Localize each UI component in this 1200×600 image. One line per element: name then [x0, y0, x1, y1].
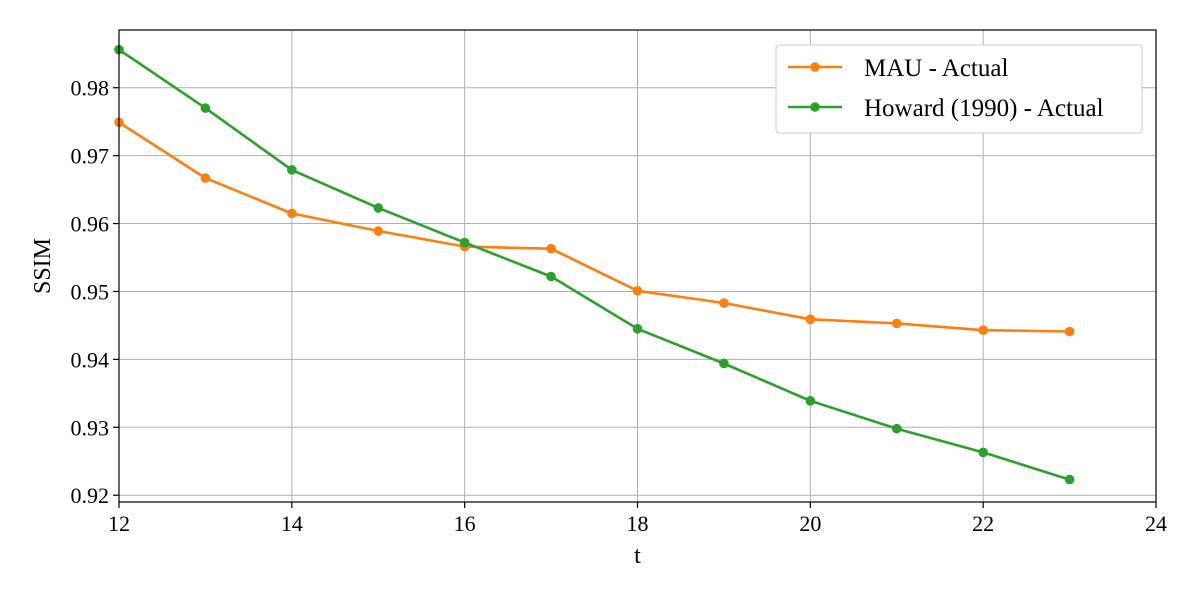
y-tick-label: 0.97 [71, 144, 110, 169]
data-point [1064, 326, 1075, 337]
x-tick-label: 20 [799, 511, 821, 536]
x-tick-label: 18 [627, 511, 649, 536]
x-tick-label: 14 [281, 511, 303, 536]
data-point [891, 318, 902, 329]
legend-label: MAU - Actual [864, 55, 1008, 82]
data-point [632, 324, 643, 334]
series-line [118, 121, 1070, 333]
y-tick-label: 0.93 [71, 415, 110, 440]
legend-label: Howard (1990) - Actual [864, 95, 1104, 122]
x-tick-label: 24 [1145, 511, 1167, 536]
x-tick-label: 16 [454, 511, 476, 536]
legend: MAU - Actual Howard (1990) - Actual [775, 44, 1143, 134]
y-axis: 0.92 0.93 0.94 0.95 0.96 0.97 0.98 [71, 76, 119, 508]
y-tick-label: 0.95 [71, 279, 110, 304]
series-layer [114, 44, 1075, 485]
y-tick-label: 0.94 [71, 347, 110, 372]
x-tick-label: 12 [108, 511, 130, 536]
data-point [546, 243, 556, 254]
data-point [805, 396, 816, 406]
data-point [978, 325, 988, 335]
data-point [805, 314, 816, 325]
y-tick-label: 0.92 [71, 483, 110, 508]
data-point [373, 226, 384, 236]
x-axis-label: t [634, 543, 641, 569]
x-axis: 12 14 16 18 20 22 24 [108, 502, 1167, 536]
y-tick-label: 0.98 [71, 76, 110, 101]
legend-item: MAU - Actual [788, 55, 1008, 82]
data-point [200, 173, 211, 183]
series-line [118, 48, 1070, 481]
data-point [1064, 474, 1075, 485]
data-point [891, 423, 902, 434]
legend-item: Howard (1990) - Actual [788, 95, 1104, 122]
data-point [719, 298, 729, 308]
data-point [373, 203, 384, 213]
data-point [978, 447, 988, 458]
y-tick-label: 0.96 [71, 212, 110, 237]
data-point [632, 285, 643, 296]
series-2 [114, 44, 1075, 485]
y-axis-label: SSIM [30, 238, 56, 294]
data-point [287, 165, 297, 175]
x-tick-label: 22 [972, 511, 994, 536]
legend-marker [810, 62, 820, 72]
data-point [200, 103, 211, 113]
data-point [719, 358, 729, 369]
data-point [459, 237, 470, 248]
data-point [546, 271, 556, 282]
legend-marker [810, 102, 820, 112]
data-point [287, 208, 297, 219]
legend-box [775, 44, 1143, 134]
